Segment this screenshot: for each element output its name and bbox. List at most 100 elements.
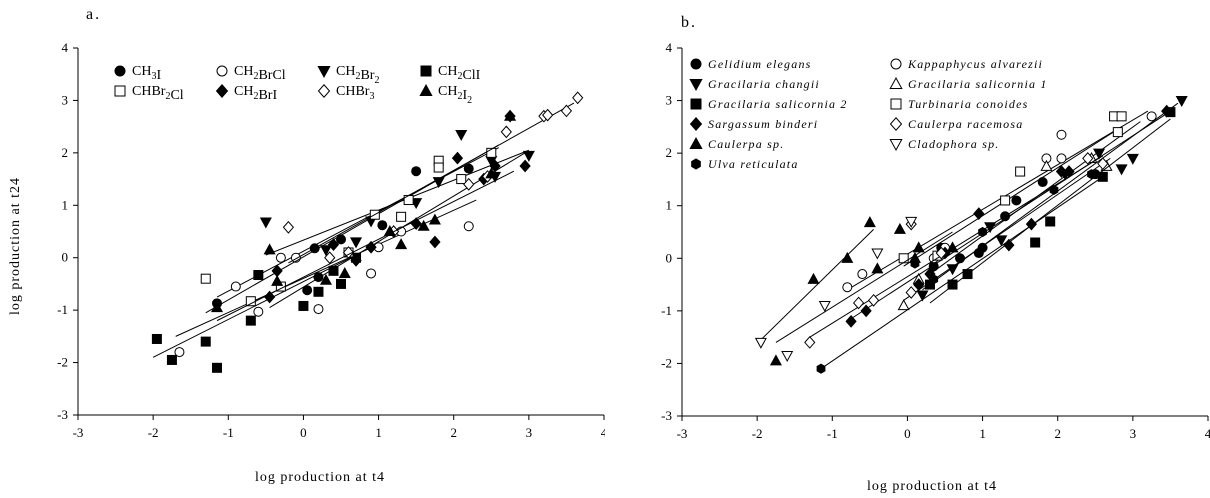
data-point bbox=[350, 253, 362, 267]
trend-line bbox=[809, 155, 1104, 338]
data-point bbox=[212, 362, 223, 373]
data-point bbox=[1115, 164, 1128, 176]
data-point bbox=[1087, 169, 1096, 180]
data-point bbox=[845, 314, 857, 328]
y-tick-label: 1 bbox=[62, 197, 69, 212]
x-tick-label: -2 bbox=[148, 425, 159, 440]
legend-marker-icon bbox=[689, 136, 703, 149]
panel-label-b: b. bbox=[681, 14, 697, 31]
y-tick-label: -3 bbox=[57, 407, 68, 422]
legend-item-gracilaria-changii: Gracilaria changii bbox=[689, 77, 819, 92]
data-point bbox=[560, 104, 573, 118]
x-tick-label: 3 bbox=[1130, 426, 1137, 441]
data-point bbox=[1093, 148, 1106, 160]
data-point bbox=[841, 251, 854, 263]
series-caulerpa-sp bbox=[769, 216, 959, 366]
x-tick-label: -1 bbox=[223, 425, 234, 440]
data-point bbox=[910, 258, 920, 269]
y-tick-label: -3 bbox=[661, 408, 672, 423]
data-point bbox=[946, 264, 959, 276]
data-point bbox=[946, 241, 959, 253]
scatter-plot-b: -3 -2 -1 0 1 2 3 4 -3 -2 -1 0 1 2 3 4 Gelidium elegans Ka… bbox=[661, 40, 1210, 441]
data-point bbox=[210, 301, 224, 313]
legend-marker-icon bbox=[889, 139, 903, 152]
legend-label: CHBr3 bbox=[336, 84, 374, 102]
y-tick-label: 4 bbox=[666, 40, 673, 55]
legend-marker-icon bbox=[690, 98, 702, 110]
chart-panel-a: a. log production at t24 log production … bbox=[8, 6, 605, 485]
legend-label: Cladophora sp. bbox=[908, 137, 999, 151]
data-point bbox=[1097, 157, 1109, 171]
data-point bbox=[377, 220, 388, 231]
data-point bbox=[867, 293, 880, 307]
legend-marker-icon bbox=[890, 58, 902, 70]
data-point bbox=[1000, 195, 1011, 206]
y-tick-label: -1 bbox=[57, 302, 68, 317]
trend-line bbox=[216, 147, 500, 298]
data-point bbox=[842, 282, 853, 293]
data-point bbox=[860, 304, 872, 318]
legend-item-ch3i: CH3I bbox=[114, 64, 161, 83]
data-point bbox=[1056, 129, 1067, 140]
data-point bbox=[302, 285, 313, 296]
data-point bbox=[804, 336, 816, 349]
data-point bbox=[542, 108, 554, 122]
series-ch2i2 bbox=[210, 109, 517, 322]
legend-marker-icon bbox=[419, 83, 433, 96]
x-tick-label: -1 bbox=[827, 426, 838, 441]
legend-marker-icon bbox=[890, 98, 902, 110]
data-point bbox=[1082, 152, 1094, 165]
data-point bbox=[1097, 171, 1108, 182]
legend: Gelidium elegans Kappaphycus alvarezii Gra… bbox=[689, 57, 1048, 171]
legend-item-ulva-reticulata: Ulva reticulata bbox=[691, 157, 797, 171]
x-axis-title-a: log production at t4 bbox=[254, 470, 386, 485]
data-point bbox=[327, 238, 340, 251]
data-point bbox=[463, 177, 475, 191]
data-point bbox=[897, 299, 910, 311]
data-point bbox=[1161, 104, 1173, 118]
data-point bbox=[319, 273, 332, 285]
data-point bbox=[905, 216, 918, 228]
data-point bbox=[1030, 237, 1041, 248]
trend-line bbox=[903, 126, 1122, 267]
legend-item-ch2i2: CH2I2 bbox=[419, 83, 472, 106]
x-tick-label: 4 bbox=[601, 425, 605, 440]
legend-item-gracilaria-salicornia-1: Gracilaria salicornia 1 bbox=[889, 76, 1048, 91]
data-point bbox=[898, 253, 909, 264]
data-point bbox=[313, 286, 324, 297]
data-point bbox=[519, 159, 531, 173]
data-point bbox=[275, 252, 286, 263]
legend-label: Turbinaria conoides bbox=[908, 97, 1028, 111]
x-tick-label: 2 bbox=[1054, 426, 1061, 441]
chart-panel-b: b. log production at t4 -3 -2 -1 0 1 2 3 4 -3 -2-… bbox=[605, 0, 1210, 498]
data-point bbox=[769, 354, 782, 366]
legend-label: CH2ClI bbox=[438, 64, 481, 83]
legend-item-kappaphycus-alvarezii: Kappaphycus alvarezii bbox=[890, 57, 1042, 71]
data-point bbox=[230, 281, 241, 292]
data-point bbox=[978, 226, 987, 238]
legend-label: Gracilaria salicornia 1 bbox=[908, 77, 1048, 91]
y-tick-label: 1 bbox=[666, 198, 673, 213]
trend-line bbox=[903, 157, 1111, 301]
data-point bbox=[489, 159, 501, 173]
legend-marker-icon bbox=[114, 85, 126, 97]
data-point bbox=[871, 262, 884, 274]
trend-line bbox=[820, 176, 1104, 370]
legend-item-gelidium-elegans: Gelidium elegans bbox=[690, 57, 810, 71]
data-point bbox=[962, 269, 973, 280]
data-point bbox=[338, 267, 351, 278]
legend-marker-icon bbox=[889, 116, 903, 132]
data-point bbox=[395, 238, 408, 250]
data-point bbox=[200, 336, 211, 347]
y-tick-label: 2 bbox=[62, 145, 69, 160]
legend-label: CH2I2 bbox=[438, 84, 472, 106]
data-point bbox=[504, 109, 517, 121]
trend-line bbox=[847, 110, 1149, 291]
data-point bbox=[913, 278, 925, 291]
series-cladophora-sp bbox=[754, 216, 918, 362]
trend-line bbox=[216, 170, 515, 322]
legend-label: Caulerpa racemosa bbox=[908, 117, 1023, 131]
data-point bbox=[1126, 153, 1139, 165]
data-point bbox=[781, 350, 794, 362]
legend-label: Caulerpa sp. bbox=[708, 137, 784, 151]
